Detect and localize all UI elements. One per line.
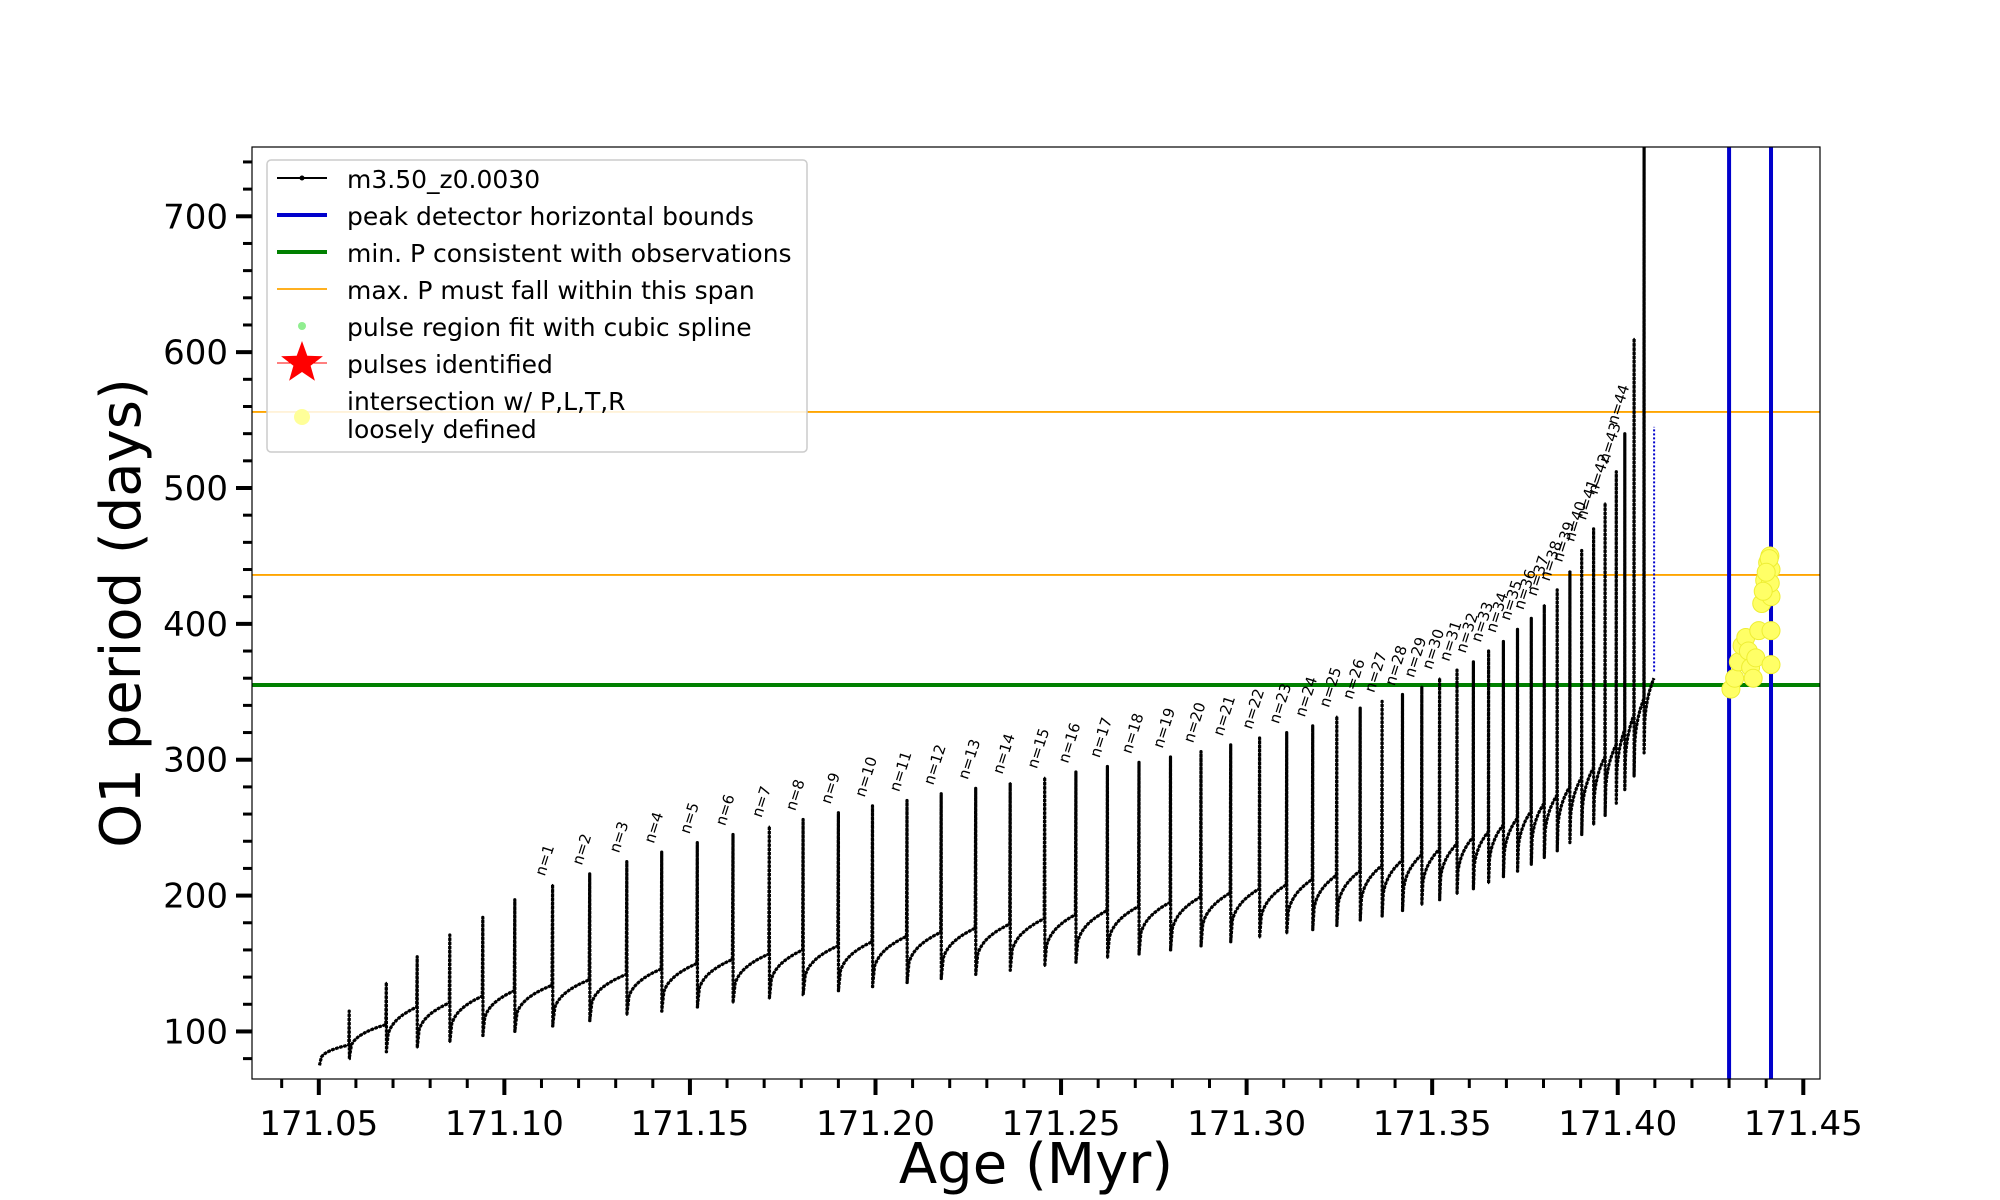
legend-swatch-circle xyxy=(294,409,310,425)
yellow-point-8 xyxy=(1743,668,1763,688)
x-tick-label-5: 171.25 xyxy=(1002,1104,1121,1144)
legend-item-3: min. P consistent with observations xyxy=(277,239,792,268)
axes: 171.05 171.10 171.15 171.20 171.25 171.30 171.… xyxy=(163,160,1863,1144)
x-tick-label-9: 171.45 xyxy=(1744,1104,1863,1144)
legend-swatch-dot xyxy=(298,322,306,330)
y-tick-label-1: 100 xyxy=(163,1012,228,1052)
legend-label-5: pulse region fit with cubic spline xyxy=(347,313,752,342)
x-axis-label: Age (Myr) xyxy=(899,1132,1173,1197)
legend-item-4: max. P must fall within this span xyxy=(277,276,755,305)
x-tick-label-6: 171.30 xyxy=(1187,1104,1306,1144)
legend-item-2: peak detector horizontal bounds xyxy=(277,202,754,231)
y-tick-label-6: 600 xyxy=(163,333,228,373)
legend-label-7: loosely defined xyxy=(347,415,537,444)
y-tick-label-2: 200 xyxy=(163,877,228,917)
legend-item-5: pulse region fit with cubic spline xyxy=(298,313,752,342)
x-tick-label-2: 171.10 xyxy=(445,1104,564,1144)
legend-item-1: m3.50_z0.0030 xyxy=(277,165,540,194)
y-tick-label-4: 400 xyxy=(163,605,228,645)
legend-item-6: pulses identified xyxy=(277,341,553,381)
legend-label-7: intersection w/ P,L,T,R xyxy=(347,387,626,416)
x-tick-label-8: 171.40 xyxy=(1558,1104,1677,1144)
yellow-point-21 xyxy=(1756,562,1776,582)
legend-label-3: min. P consistent with observations xyxy=(347,239,792,268)
legend-swatch-star xyxy=(281,341,323,381)
x-tick-label-1: 171.05 xyxy=(259,1104,378,1144)
legend-label-2: peak detector horizontal bounds xyxy=(347,202,754,231)
x-tick-label-3: 171.15 xyxy=(630,1104,749,1144)
yellow-point-2 xyxy=(1725,668,1745,688)
y-tick-label-3: 300 xyxy=(163,741,228,781)
yellow-intersection-points xyxy=(1721,546,1781,699)
legend-swatch-dot xyxy=(299,175,305,181)
y-axis-label: O1 period (days) xyxy=(89,378,154,848)
legend-label-4: max. P must fall within this span xyxy=(347,276,755,305)
series-m3.50_z0.0030-core xyxy=(318,147,1655,1066)
y-tick-label-7: 700 xyxy=(163,197,228,237)
x-tick-label-7: 171.35 xyxy=(1373,1104,1492,1144)
legend-label-1: m3.50_z0.0030 xyxy=(347,165,540,194)
yellow-point-18 xyxy=(1761,655,1781,675)
legend-label-6: pulses identified xyxy=(347,350,553,379)
legend-box xyxy=(266,159,808,453)
yellow-point-17 xyxy=(1761,621,1781,641)
x-tick-label-4: 171.20 xyxy=(816,1104,935,1144)
y-tick-label-5: 500 xyxy=(163,469,228,509)
plot-frame xyxy=(251,146,1821,1080)
yellow-point-22 xyxy=(1753,581,1773,601)
